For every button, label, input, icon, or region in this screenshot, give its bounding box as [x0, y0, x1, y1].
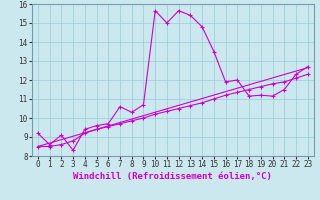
X-axis label: Windchill (Refroidissement éolien,°C): Windchill (Refroidissement éolien,°C) [73, 172, 272, 181]
